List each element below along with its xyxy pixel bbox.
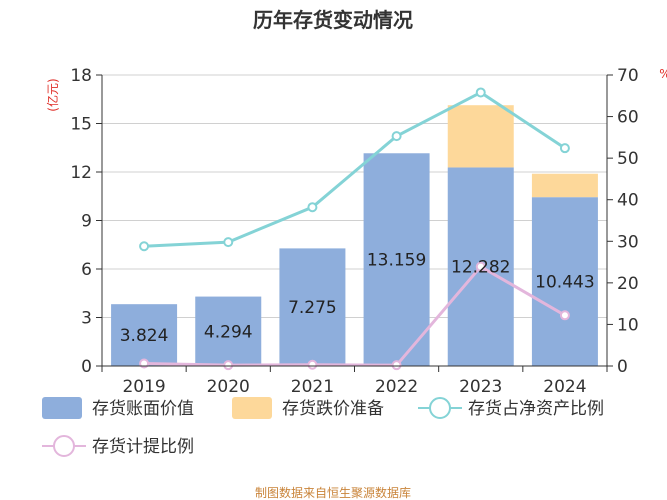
legend-swatch <box>42 397 82 419</box>
x-tick-label: 2021 <box>291 377 334 397</box>
bar-value-label: 4.294 <box>204 322 253 342</box>
bar-book-value <box>363 153 430 366</box>
bar-book-value <box>195 296 262 366</box>
bar-book-value <box>111 304 178 366</box>
left-tick-label: 18 <box>70 66 92 86</box>
right-tick-label: 0 <box>617 357 628 377</box>
right-tick-label: 50 <box>617 149 639 169</box>
left-tick-label: 9 <box>81 212 92 232</box>
legend-swatch-marker <box>53 435 75 457</box>
legend-label: 存货计提比例 <box>92 437 194 457</box>
point-networth-ratio <box>391 131 402 142</box>
legend-swatch <box>232 397 272 419</box>
x-tick-label: 2024 <box>543 377 586 397</box>
legend-label: 存货账面价值 <box>92 399 194 419</box>
point-networth-ratio <box>223 237 234 248</box>
bars <box>111 105 598 366</box>
bar-value-label: 7.275 <box>288 298 337 318</box>
right-tick-label: 20 <box>617 274 639 294</box>
left-tick-label: 15 <box>70 115 92 135</box>
bar-value-label: 10.443 <box>535 273 594 293</box>
x-tick-label: 2022 <box>375 377 418 397</box>
line-networth-ratio <box>144 90 566 248</box>
point-provision-ratio <box>307 359 318 370</box>
point-provision-ratio <box>223 360 234 371</box>
point-provision-ratio <box>391 360 402 371</box>
bar-provision <box>531 173 598 198</box>
point-networth-ratio <box>475 87 486 98</box>
bar-value-label: 3.824 <box>120 326 169 346</box>
bar-book-value <box>531 197 598 366</box>
line-provision-ratio <box>144 264 566 367</box>
point-networth-ratio <box>307 202 318 213</box>
legend-label: 存货跌价准备 <box>282 399 384 419</box>
bar-value-label: 12.282 <box>451 258 510 278</box>
right-tick-label: 30 <box>617 232 639 252</box>
x-tick-label: 2020 <box>207 377 250 397</box>
chart-title: 历年存货变动情况 <box>253 8 413 32</box>
right-tick-label: 10 <box>617 315 639 335</box>
bar-labels: 3.824 4.294 7.275 13.159 12.282 10.443 <box>120 251 595 346</box>
data-source: 制图数据来自恒生聚源数据库 <box>255 485 411 500</box>
left-axis-unit: (亿元) <box>45 78 60 111</box>
bar-book-value <box>279 248 346 366</box>
right-tick-label: 40 <box>617 191 639 211</box>
lines <box>139 87 570 371</box>
x-tick-label: 2019 <box>122 377 165 397</box>
left-tick-label: 0 <box>81 357 92 377</box>
point-networth-ratio <box>559 143 570 154</box>
axes: 0 3 6 9 12 15 18 0 10 20 30 40 50 60 70 2019 2020 2021 202… <box>70 66 638 397</box>
x-tick-label: 2023 <box>459 377 502 397</box>
grid <box>102 74 607 367</box>
point-provision-ratio <box>559 310 570 321</box>
bar-provision <box>447 105 514 168</box>
legend-swatch-marker <box>429 397 451 419</box>
right-tick-label: 70 <box>617 66 639 86</box>
left-tick-label: 12 <box>70 163 92 183</box>
left-tick-label: 6 <box>81 260 92 280</box>
left-tick-label: 3 <box>81 309 92 329</box>
point-networth-ratio <box>139 241 150 252</box>
right-tick-label: 60 <box>617 108 639 128</box>
legend-label: 存货占净资产比例 <box>468 399 604 419</box>
right-axis-unit: % <box>659 67 667 81</box>
point-provision-ratio <box>475 261 486 272</box>
bar-value-label: 13.159 <box>367 251 426 271</box>
